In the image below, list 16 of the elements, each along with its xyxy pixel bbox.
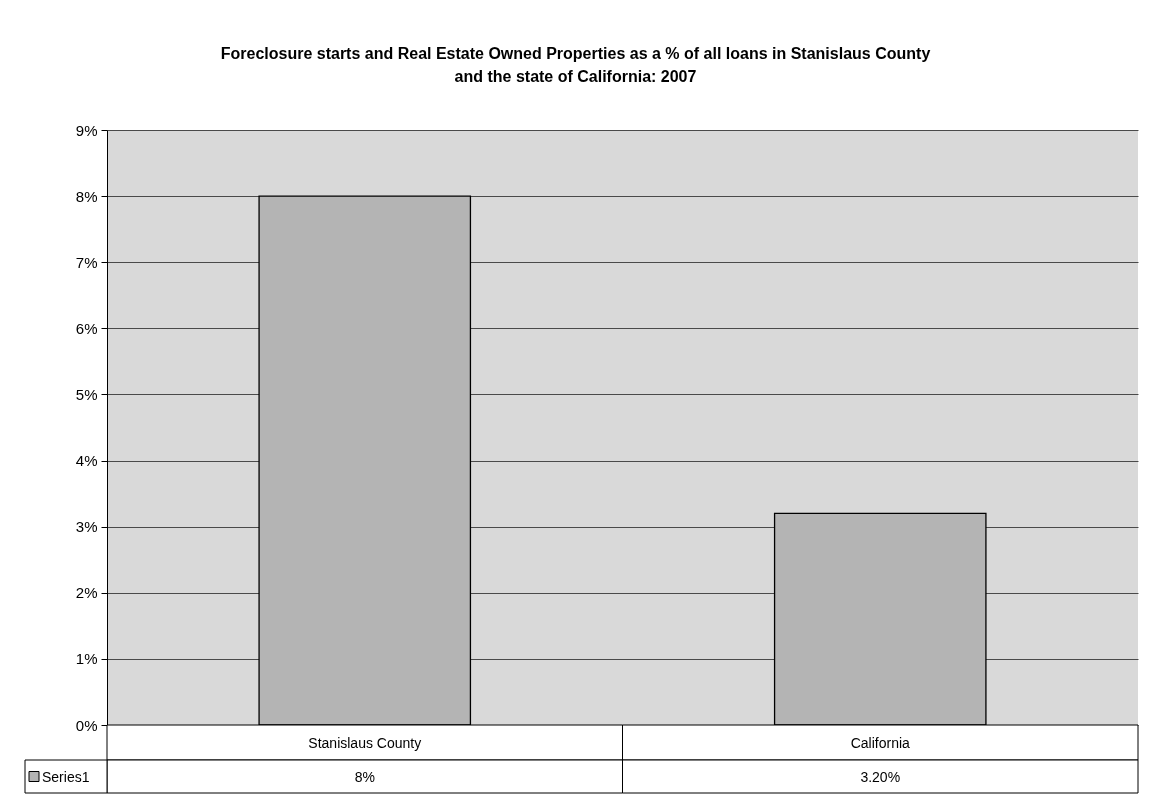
y-tick-label: 2% [75,584,98,602]
y-tick-label: 0% [75,716,98,734]
x-tick-label: Stanislaus County [308,734,422,751]
y-tick-label: 7% [75,253,98,271]
y-tick-label: 4% [75,452,98,470]
y-tick-label: 8% [75,187,98,205]
data-label: 8% [354,768,375,785]
y-tick-label: 6% [75,319,98,337]
x-tick-label: California [850,734,911,751]
y-tick-label: 3% [75,518,98,536]
legend-label: Series1 [42,768,90,785]
data-label: 3.20% [860,768,901,785]
y-tick-label: 1% [75,650,98,668]
chart-title: Foreclosure starts and Real Estate Owned Properties as a % of all loans in Stanislaus County and the state of California: 2007 [220,45,931,85]
y-tick-label: 9% [75,121,98,139]
y-tick-label: 5% [75,385,98,403]
